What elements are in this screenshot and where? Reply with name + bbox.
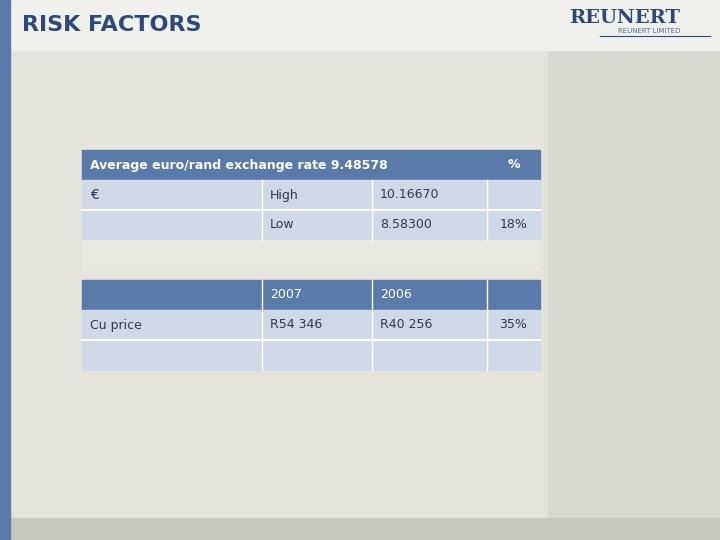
Bar (82, 180, 540, 210)
Text: Average euro/rand exchange rate 9.48578: Average euro/rand exchange rate 9.48578 (90, 159, 388, 172)
Text: RISK FACTORS: RISK FACTORS (22, 15, 202, 35)
Text: R54 346: R54 346 (270, 319, 323, 332)
Bar (82, 340, 540, 370)
Text: 8.58300: 8.58300 (380, 219, 432, 232)
Text: 18%: 18% (500, 219, 528, 232)
Text: 2006: 2006 (380, 288, 412, 301)
Text: REUNERT LIMITED: REUNERT LIMITED (618, 28, 680, 34)
Text: 2007: 2007 (270, 288, 302, 301)
Text: High: High (270, 188, 299, 201)
Bar (548, 50, 720, 518)
Text: €: € (90, 188, 99, 202)
Bar (10, 518, 720, 540)
Text: R40 256: R40 256 (380, 319, 433, 332)
Bar (82, 210, 540, 240)
Bar (10, 0, 720, 50)
Text: REUNERT: REUNERT (569, 9, 680, 27)
Bar (0, 0, 10, 540)
Bar (82, 280, 540, 310)
Text: 10.16670: 10.16670 (380, 188, 439, 201)
Bar (82, 240, 540, 270)
Text: Low: Low (270, 219, 294, 232)
Text: 35%: 35% (500, 319, 528, 332)
Bar (82, 310, 540, 340)
Text: Cu price: Cu price (90, 319, 142, 332)
Text: %: % (508, 159, 520, 172)
Bar (82, 150, 540, 180)
